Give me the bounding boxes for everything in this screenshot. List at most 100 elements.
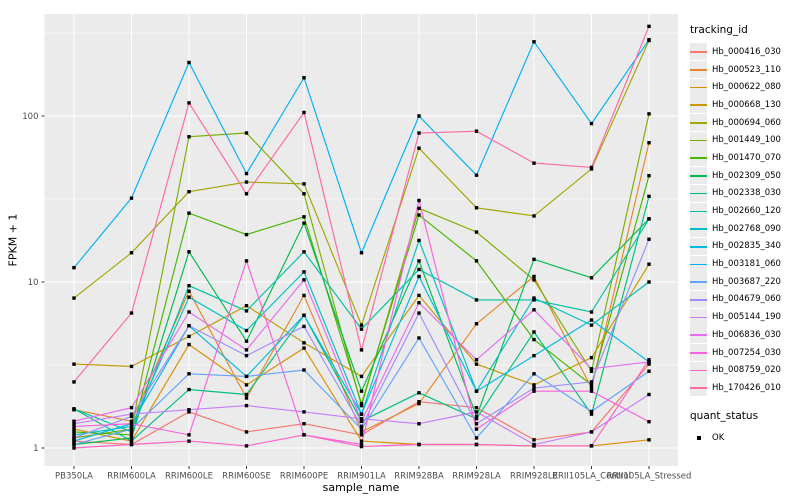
legend-item-label: Hb_004679_060 (712, 294, 781, 305)
data-point (359, 401, 364, 406)
data-point (417, 274, 421, 279)
legend-key-swatch (690, 308, 707, 326)
data-point (589, 380, 594, 384)
data-point (532, 214, 536, 218)
legend-item-label: Hb_001449_100 (712, 135, 781, 146)
legend-title-quant-status: quant_status (690, 409, 759, 422)
legend-item-label: Hb_000668_130 (712, 99, 781, 110)
data-point (647, 237, 651, 241)
data-point (187, 439, 191, 443)
data-point (187, 135, 191, 139)
data-point (187, 295, 191, 299)
legend-item-label: Hb_001470_070 (712, 152, 781, 163)
x-tick-label: RRII105LA_Control (552, 472, 631, 482)
data-point (417, 206, 421, 210)
data-point (532, 372, 536, 376)
data-point (244, 303, 249, 308)
data-point (359, 444, 364, 449)
legend-key-swatch (690, 114, 707, 132)
data-point (647, 360, 651, 364)
data-point (129, 405, 134, 410)
data-point (589, 409, 594, 414)
data-point (187, 372, 191, 376)
data-point (129, 442, 134, 447)
data-point (589, 444, 594, 448)
data-point (532, 383, 536, 387)
data-point (302, 215, 306, 219)
data-point (532, 386, 536, 390)
data-point (647, 392, 651, 397)
data-point (647, 262, 651, 266)
data-point (474, 129, 479, 133)
data-point (72, 424, 76, 429)
data-point (187, 189, 191, 194)
data-point (359, 427, 364, 431)
legend-item: Hb_002309_050 (690, 167, 798, 185)
data-point (302, 433, 306, 437)
legend-items-quant-status: OK (690, 429, 798, 447)
legend-line-sample (690, 210, 707, 213)
data-point (359, 403, 364, 408)
data-point (532, 337, 536, 342)
data-point (474, 422, 479, 426)
data-point (244, 430, 249, 434)
data-point (474, 206, 479, 210)
legend-line-sample (690, 228, 707, 230)
legend-key-swatch (690, 273, 707, 291)
data-point (589, 430, 594, 434)
legend-item: Hb_005144_190 (690, 308, 798, 326)
legend-item: Hb_001470_070 (690, 149, 798, 167)
legend-item-label: Hb_170426_010 (712, 382, 781, 393)
data-point (129, 427, 134, 431)
data-point (302, 410, 306, 414)
data-point (187, 324, 191, 328)
data-point (244, 259, 249, 263)
data-point (647, 173, 651, 178)
data-point (244, 339, 249, 343)
legend-key-swatch (690, 43, 707, 61)
data-point (72, 362, 76, 366)
data-point (187, 101, 191, 105)
data-point (474, 298, 479, 302)
legend-item: Hb_002338_030 (690, 184, 798, 203)
legend-item-label: Hb_000416_030 (712, 46, 781, 57)
data-point (532, 353, 536, 358)
legend-line-sample (690, 281, 707, 283)
legend-line-sample (690, 122, 707, 124)
data-point (417, 311, 421, 315)
legend-item: Hb_000694_060 (690, 114, 798, 132)
legend-line-sample (690, 245, 707, 248)
data-point (417, 400, 421, 404)
legend-item: Hb_000622_080 (690, 78, 798, 96)
data-point (474, 417, 479, 421)
x-tick-label: RRIM928BA (394, 472, 444, 482)
data-point (359, 417, 364, 421)
data-point (589, 310, 594, 314)
data-point (129, 251, 134, 255)
data-point (244, 403, 249, 408)
data-point (647, 280, 651, 284)
data-point (302, 250, 306, 254)
data-point (72, 439, 76, 443)
legend-key-swatch (690, 131, 707, 149)
data-point (474, 259, 479, 263)
legend-line-sample (690, 86, 707, 89)
legend-line-sample (690, 387, 707, 389)
data-point (359, 348, 364, 352)
data-point (417, 422, 421, 426)
data-point (129, 414, 134, 419)
data-point (129, 430, 134, 434)
legend-line-sample (690, 192, 707, 195)
data-point (187, 283, 191, 288)
data-point (359, 439, 364, 443)
data-point (532, 296, 536, 300)
legend-line-sample (690, 352, 707, 354)
legend-item-label: Hb_006836_030 (712, 329, 781, 340)
data-point (359, 389, 364, 393)
data-point (647, 217, 651, 221)
x-tick-label: RRIM928LE (510, 472, 558, 482)
y-tick-label: 100 (22, 112, 38, 122)
legend-line-sample (690, 369, 707, 372)
data-point (187, 433, 191, 437)
